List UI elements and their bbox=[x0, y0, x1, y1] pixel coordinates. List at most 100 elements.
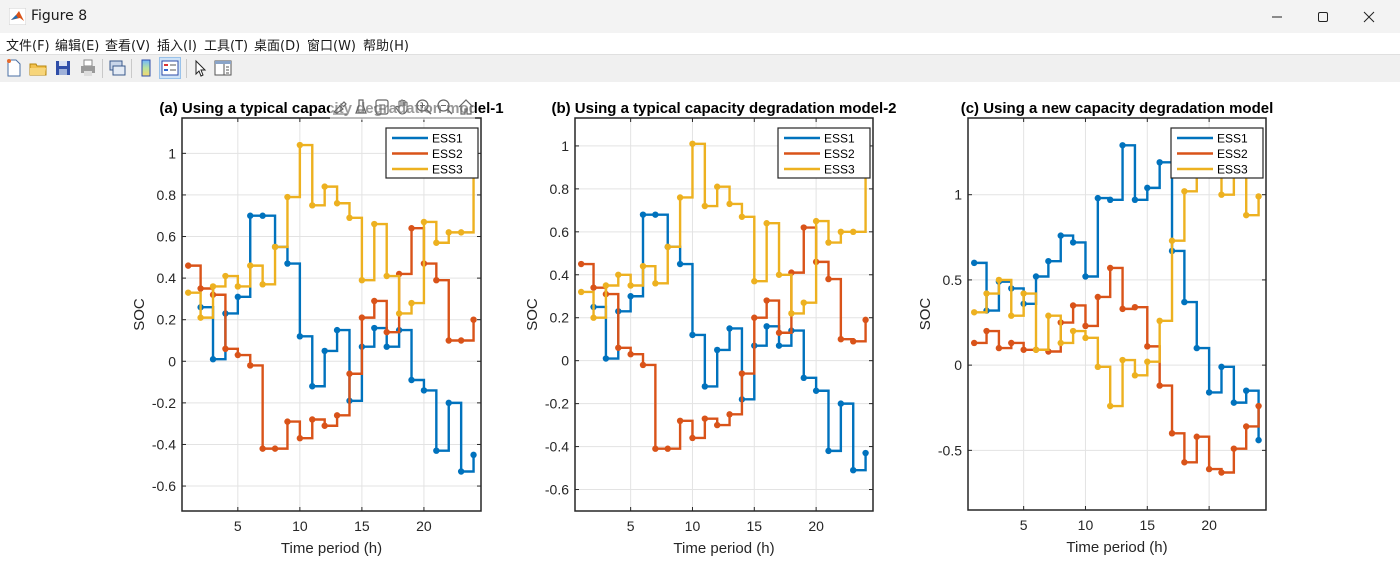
data-point-ess2 bbox=[639, 361, 647, 369]
data-point-ess1 bbox=[333, 326, 341, 334]
data-point-ess1 bbox=[457, 468, 465, 475]
data-point-ess1 bbox=[1131, 196, 1139, 204]
data-point-ess3 bbox=[234, 283, 242, 290]
maximize-button[interactable] bbox=[1300, 0, 1346, 33]
data-point-ess2 bbox=[1131, 303, 1139, 311]
menu-help[interactable]: 帮助(H) bbox=[363, 39, 409, 54]
zoom-in-button[interactable] bbox=[414, 96, 433, 118]
menu-file[interactable]: 文件(F) bbox=[6, 39, 50, 54]
data-point-ess3 bbox=[259, 281, 266, 288]
data-point-ess2 bbox=[470, 316, 477, 323]
data-point-ess3 bbox=[222, 272, 229, 280]
data-point-ess3 bbox=[689, 140, 696, 147]
y-tick-label: 0 bbox=[954, 357, 962, 373]
data-brush-button[interactable] bbox=[351, 96, 370, 118]
zoom-out-button[interactable] bbox=[435, 96, 454, 118]
data-point-ess3 bbox=[627, 282, 634, 289]
menu-view[interactable]: 查看(V) bbox=[105, 39, 151, 54]
minimize-button[interactable] bbox=[1254, 0, 1300, 33]
y-tick-label: 0.8 bbox=[157, 187, 177, 203]
data-tips-button[interactable] bbox=[372, 96, 391, 118]
x-tick-label: 20 bbox=[416, 518, 432, 534]
data-point-ess2 bbox=[259, 445, 266, 452]
menu-window[interactable]: 窗口(W) bbox=[307, 39, 356, 54]
data-point-ess1 bbox=[676, 260, 684, 268]
menu-edit[interactable]: 编辑(E) bbox=[55, 39, 100, 54]
data-point-ess3 bbox=[590, 314, 597, 321]
x-tick-label: 10 bbox=[292, 518, 308, 534]
close-button[interactable] bbox=[1346, 0, 1392, 33]
data-point-ess1 bbox=[639, 211, 647, 218]
menu-desktop[interactable]: 桌面(D) bbox=[254, 39, 301, 54]
data-point-ess2 bbox=[346, 370, 353, 377]
y-tick-label: 1 bbox=[561, 138, 569, 154]
data-point-ess2 bbox=[1082, 322, 1089, 330]
edit-plot-button[interactable] bbox=[190, 58, 210, 78]
link-plot-button[interactable] bbox=[107, 58, 127, 78]
data-point-ess1 bbox=[420, 387, 428, 394]
axes-a[interactable]: 5 10 15 20-0.6-0.4-0.200.20.40.60.81(a) Usi… bbox=[131, 100, 504, 557]
y-tick-label: -0.6 bbox=[545, 482, 569, 498]
data-point-ess1 bbox=[970, 259, 978, 267]
legend-label: ESS2 bbox=[824, 147, 855, 161]
data-point-ess2 bbox=[763, 297, 770, 304]
data-point-ess2 bbox=[689, 434, 696, 442]
data-point-ess3 bbox=[639, 262, 647, 270]
pan-button[interactable] bbox=[393, 96, 412, 118]
legend-button[interactable] bbox=[159, 57, 181, 79]
data-point-ess2 bbox=[751, 314, 758, 321]
data-point-ess2 bbox=[333, 412, 341, 419]
toolbar-separator bbox=[102, 59, 103, 78]
colorbar-icon bbox=[141, 59, 151, 77]
colorbar-button[interactable] bbox=[136, 58, 156, 78]
axes-c[interactable]: 5 10 15 20 -0.5 0 0.5 1 (c) Using a new capacity… bbox=[917, 100, 1273, 556]
print-button[interactable] bbox=[78, 58, 98, 78]
data-point-ess1 bbox=[284, 260, 291, 267]
data-point-ess1 bbox=[837, 400, 845, 407]
data-point-ess3 bbox=[1181, 188, 1188, 195]
data-point-ess3 bbox=[1106, 402, 1114, 410]
data-point-ess3 bbox=[296, 141, 304, 149]
data-point-ess2 bbox=[850, 338, 857, 345]
save-button[interactable] bbox=[53, 58, 73, 78]
figure-plots: 5 10 15 20-0.6-0.4-0.200.20.40.60.81(a) Usi… bbox=[131, 100, 1273, 557]
x-axis-label: Time period (h) bbox=[673, 540, 774, 557]
data-point-ess3 bbox=[284, 193, 291, 201]
legend-label: ESS3 bbox=[824, 163, 855, 177]
data-point-ess2 bbox=[383, 328, 390, 336]
data-point-ess2 bbox=[309, 416, 316, 423]
data-point-ess1 bbox=[296, 333, 304, 340]
minimize-icon bbox=[1272, 16, 1282, 17]
data-point-ess1 bbox=[1218, 363, 1225, 371]
property-inspector-button[interactable] bbox=[213, 58, 233, 78]
data-point-ess1 bbox=[652, 211, 659, 218]
brush-edit-button[interactable] bbox=[330, 96, 349, 118]
axes-b[interactable]: 5 10 15 20 -0.6 -0.4 -0.2 0 0.2 0.4 0.6 0.8 1 (b) Usi… bbox=[524, 100, 897, 557]
data-point-ess1 bbox=[775, 342, 783, 349]
data-point-ess2 bbox=[1230, 445, 1238, 452]
data-point-ess2 bbox=[713, 421, 721, 429]
restore-view-home-icon bbox=[458, 99, 473, 115]
data-point-ess1 bbox=[850, 466, 857, 474]
series-line-ess3 bbox=[581, 142, 867, 319]
new-figure-button[interactable] bbox=[4, 58, 24, 78]
data-point-ess1 bbox=[726, 325, 733, 332]
data-point-ess2 bbox=[775, 329, 783, 336]
data-point-ess3 bbox=[1008, 312, 1015, 319]
restore-view-button[interactable] bbox=[456, 96, 475, 118]
data-point-ess1 bbox=[1119, 142, 1126, 149]
data-point-ess3 bbox=[837, 228, 845, 236]
data-point-ess3 bbox=[664, 243, 671, 251]
menu-insert[interactable]: 插入(I) bbox=[157, 39, 197, 54]
data-point-ess3 bbox=[1057, 339, 1064, 347]
data-point-ess1 bbox=[689, 331, 696, 339]
data-point-ess1 bbox=[309, 383, 316, 390]
menu-tools[interactable]: 工具(T) bbox=[204, 39, 249, 54]
open-file-button[interactable] bbox=[28, 58, 48, 78]
x-tick-label: 5 bbox=[234, 518, 242, 534]
data-point-ess3 bbox=[701, 202, 709, 210]
data-point-ess2 bbox=[970, 339, 978, 347]
